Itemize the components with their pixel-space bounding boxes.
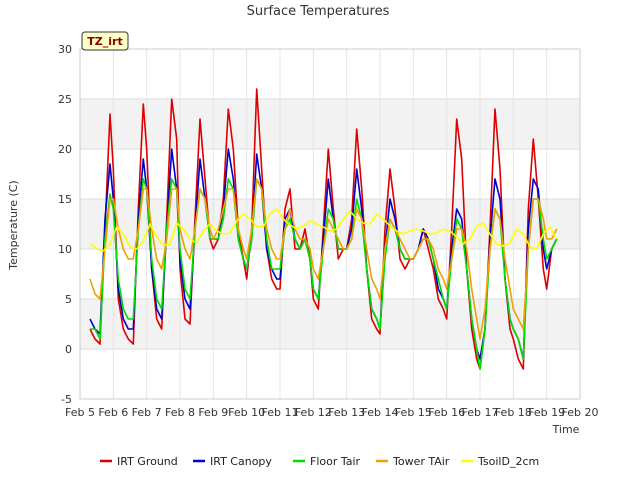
plot-band: [80, 99, 580, 149]
x-tick-label: Feb 15: [395, 406, 432, 419]
x-tick-label: Feb 16: [428, 406, 465, 419]
site-tag-label: TZ_irt: [87, 35, 122, 48]
legend-item: Tower TAir: [376, 455, 450, 468]
legend-label: Floor Tair: [310, 455, 361, 468]
legend-label: Tower TAir: [392, 455, 450, 468]
legend-label: TsoilD_2cm: [477, 455, 539, 468]
site-tag-box: [81, 31, 129, 51]
x-tick-label: Feb 14: [362, 406, 399, 419]
x-tick-label: Feb 6: [98, 406, 128, 419]
x-tick-label: Feb 7: [132, 406, 162, 419]
y-axis-label: Temperature (C): [7, 180, 20, 270]
x-tick-label: Feb 12: [295, 406, 332, 419]
legend-label: IRT Canopy: [210, 455, 272, 468]
y-tick-label: 10: [58, 243, 72, 256]
plot-frame: [79, 48, 581, 400]
legend-item: Floor Tair: [293, 455, 361, 468]
legend-item: IRT Canopy: [193, 455, 272, 468]
series-line-tower-tair: [89, 178, 558, 340]
x-tick-label: Feb 17: [462, 406, 499, 419]
y-tick-label: 5: [65, 293, 72, 306]
x-tick-label: Feb 9: [198, 406, 228, 419]
site-tag: TZ_irt: [81, 31, 129, 51]
y-tick-label: -5: [61, 393, 72, 406]
x-tick-label: Feb 18: [495, 406, 532, 419]
y-tick-label: 20: [58, 143, 72, 156]
x-tick-label: Feb 13: [328, 406, 365, 419]
axes: [79, 48, 581, 400]
legend: IRT Ground IRT Canopy Floor Tair Tower TAir…: [100, 455, 539, 468]
x-axis-label: Time: [552, 423, 580, 436]
y-tick-label: 30: [58, 43, 72, 56]
x-tick-label: Feb 5: [65, 406, 95, 419]
legend-item: IRT Ground: [100, 455, 178, 468]
x-tick-label: Feb 10: [228, 406, 265, 419]
x-tick-label: Feb 20: [562, 406, 599, 419]
x-tick-label: Feb 19: [528, 406, 565, 419]
x-tick-label: Feb 8: [165, 406, 195, 419]
chart-title: Surface Temperatures: [247, 4, 390, 19]
series-lines: [89, 88, 558, 370]
series-line-irt-canopy: [89, 148, 558, 360]
y-tick-label: 0: [65, 343, 72, 356]
legend-item: TsoilD_2cm: [461, 455, 539, 468]
x-tick-label: Feb 11: [262, 406, 299, 419]
series-line-tsoild-2cm: [89, 208, 558, 252]
y-tick-label: 15: [58, 193, 72, 206]
y-tick-label: 25: [58, 93, 72, 106]
legend-label: IRT Ground: [117, 455, 178, 468]
